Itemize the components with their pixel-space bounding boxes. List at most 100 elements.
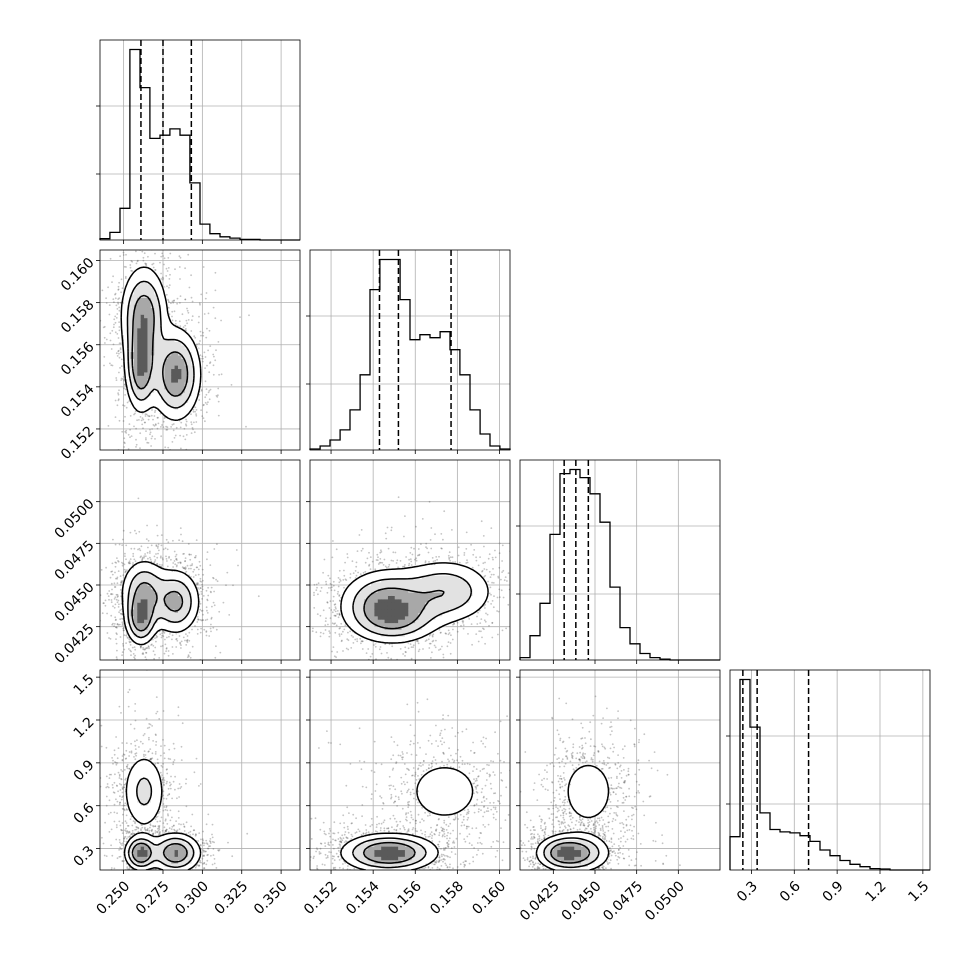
density-cell (147, 579, 151, 583)
scatter-point (121, 365, 123, 367)
density-cell (141, 599, 145, 603)
scatter-point (204, 367, 206, 369)
density-cell (158, 626, 162, 630)
density-cell (124, 606, 128, 610)
scatter-point (184, 428, 186, 430)
scatter-point (206, 292, 208, 294)
density-cell (141, 297, 145, 301)
density-cell (131, 281, 135, 285)
density-cell (137, 277, 141, 281)
density-cell (178, 331, 182, 335)
scatter-point (89, 567, 91, 569)
scatter-point (190, 413, 192, 415)
density-cell (127, 579, 131, 583)
density-cell (175, 616, 179, 620)
scatter-point (118, 286, 120, 288)
scatter-point (173, 430, 175, 432)
scatter-point (148, 540, 150, 542)
scatter-point (122, 643, 124, 645)
density-cell (144, 565, 148, 569)
density-cell (144, 609, 148, 613)
scatter-point (204, 352, 206, 354)
density-cell (141, 308, 145, 312)
density-cell (158, 294, 162, 298)
scatter-point (145, 656, 147, 658)
scatter-point (154, 559, 156, 561)
scatter-point (226, 572, 228, 574)
density-cell (144, 389, 148, 393)
density-cell (195, 362, 199, 366)
density-cell (192, 609, 196, 613)
scatter-point (459, 562, 461, 564)
density-cell (144, 311, 148, 315)
scatter-point (120, 584, 122, 586)
density-cell (178, 386, 182, 390)
density-cell (175, 369, 179, 373)
scatter-point (187, 635, 189, 637)
density-cell (171, 386, 175, 390)
density-cell (141, 619, 145, 623)
density-cell (158, 335, 162, 339)
scatter-point (113, 625, 115, 627)
density-cell (144, 291, 148, 295)
density-cell (185, 338, 189, 342)
scatter-point (205, 337, 207, 339)
density-cell (151, 379, 155, 383)
scatter-point (117, 289, 119, 291)
scatter-point (194, 337, 196, 339)
scatter-point (190, 657, 192, 659)
scatter-point (451, 529, 453, 531)
scatter-point (381, 661, 383, 663)
scatter-point (163, 264, 165, 266)
density-cell (178, 345, 182, 349)
scatter-point (205, 356, 207, 358)
density-cell (137, 274, 141, 278)
density-cell (137, 291, 141, 295)
density-cell (144, 362, 148, 366)
scatter-point (144, 252, 146, 254)
scatter-point (117, 624, 119, 626)
scatter-point (122, 651, 124, 653)
density-cell (164, 375, 168, 379)
density-cell (141, 389, 145, 393)
scatter-point (112, 696, 114, 698)
scatter-point (115, 469, 117, 471)
scatter-point (130, 245, 132, 247)
density-cell (185, 409, 189, 413)
scatter-point (490, 587, 492, 589)
scatter-point (170, 698, 172, 700)
scatter-point (154, 411, 156, 413)
density-cell (154, 375, 158, 379)
density-cell (181, 369, 185, 373)
scatter-point (109, 314, 111, 316)
density-cell (137, 308, 141, 312)
scatter-point (410, 547, 412, 549)
scatter-point (207, 595, 209, 597)
scatter-point (119, 357, 121, 359)
density-cell (124, 345, 128, 349)
density-cell (158, 291, 162, 295)
density-cell (175, 386, 179, 390)
scatter-point (118, 398, 120, 400)
density-cell (141, 372, 145, 376)
scatter-point (108, 590, 110, 592)
scatter-point (515, 579, 517, 581)
scatter-point (207, 401, 209, 403)
scatter-point (194, 411, 196, 413)
scatter-point (191, 563, 193, 565)
scatter-point (188, 568, 190, 570)
scatter-point (169, 278, 171, 280)
scatter-point (482, 562, 484, 564)
density-cell (192, 596, 196, 600)
scatter-point (115, 331, 117, 333)
density-cell (175, 575, 179, 579)
density-cell (134, 599, 138, 603)
scatter-point (188, 632, 190, 634)
scatter-point (168, 650, 170, 652)
scatter-point (123, 630, 125, 632)
scatter-point (169, 274, 171, 276)
density-cell (164, 325, 168, 329)
scatter-point (117, 596, 119, 598)
density-cell (134, 606, 138, 610)
scatter-point (119, 420, 121, 422)
